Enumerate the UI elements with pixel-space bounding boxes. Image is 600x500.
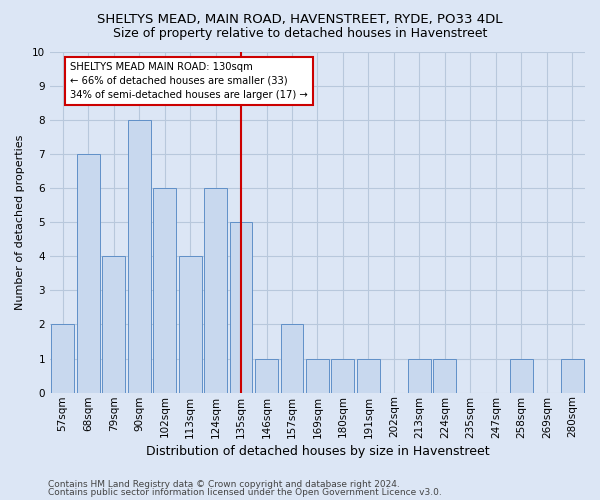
Bar <box>204 188 227 392</box>
Text: Size of property relative to detached houses in Havenstreet: Size of property relative to detached ho… <box>113 28 487 40</box>
Bar <box>281 324 304 392</box>
Bar <box>408 358 431 392</box>
Bar <box>179 256 202 392</box>
Bar <box>230 222 253 392</box>
Text: Contains public sector information licensed under the Open Government Licence v3: Contains public sector information licen… <box>48 488 442 497</box>
Text: SHELTYS MEAD, MAIN ROAD, HAVENSTREET, RYDE, PO33 4DL: SHELTYS MEAD, MAIN ROAD, HAVENSTREET, RY… <box>97 12 503 26</box>
Bar <box>153 188 176 392</box>
Y-axis label: Number of detached properties: Number of detached properties <box>15 134 25 310</box>
Bar <box>128 120 151 392</box>
X-axis label: Distribution of detached houses by size in Havenstreet: Distribution of detached houses by size … <box>146 444 489 458</box>
Bar <box>306 358 329 392</box>
Bar <box>255 358 278 392</box>
Bar <box>51 324 74 392</box>
Bar <box>77 154 100 392</box>
Text: Contains HM Land Registry data © Crown copyright and database right 2024.: Contains HM Land Registry data © Crown c… <box>48 480 400 489</box>
Bar <box>433 358 457 392</box>
Bar <box>331 358 355 392</box>
Text: SHELTYS MEAD MAIN ROAD: 130sqm
← 66% of detached houses are smaller (33)
34% of : SHELTYS MEAD MAIN ROAD: 130sqm ← 66% of … <box>70 62 308 100</box>
Bar <box>561 358 584 392</box>
Bar <box>102 256 125 392</box>
Bar <box>357 358 380 392</box>
Bar <box>510 358 533 392</box>
